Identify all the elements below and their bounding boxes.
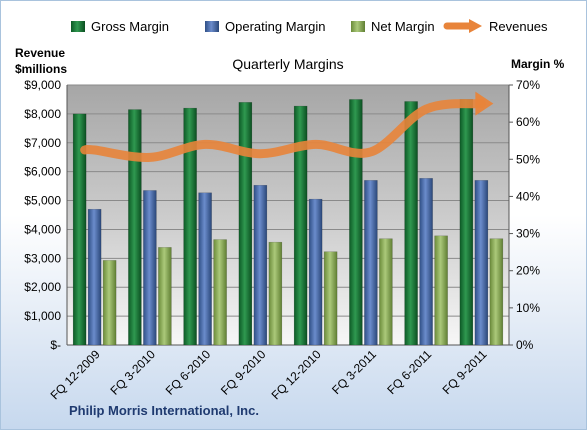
y-right-tick-label: 30% [516, 227, 540, 241]
x-tick-label: FQ 6-2011 [384, 347, 434, 397]
bar-operating-margin [308, 198, 323, 346]
legend-item-revenues: Revenues [443, 19, 548, 34]
footer-company-name: Philip Morris International, Inc. [69, 403, 259, 418]
legend-item-operating-margin: Operating Margin [205, 19, 325, 34]
legend-label-net-margin: Net Margin [371, 19, 435, 34]
y-right-tick-label: 0% [516, 338, 534, 352]
y-left-tick-label: $4,000 [24, 222, 61, 236]
y-left-tick-label: $9,000 [24, 78, 61, 92]
y-left-tick-label: $8,000 [24, 107, 61, 121]
y-left-ticks: $- $1,000 $2,000 $3,000 $4,000 $5,000 $6,000 $7… [24, 78, 61, 352]
y-left-title-line-1: Revenue [15, 46, 65, 60]
chart-title: Quarterly Margins [232, 56, 343, 72]
bar-gross-margin [459, 99, 474, 346]
x-tick-label: FQ 3-2010 [108, 347, 159, 398]
bar-gross-margin [293, 105, 308, 346]
legend-arrow-revenues [469, 19, 482, 33]
x-tick-label: FQ 3-2011 [329, 347, 379, 397]
legend-item-net-margin: Net Margin [351, 19, 435, 34]
bar-gross-margin [183, 107, 197, 346]
bar-operating-margin [474, 180, 489, 346]
y-left-tick-label: $1,000 [24, 309, 61, 323]
bar-net-margin [379, 238, 393, 346]
bar-net-margin [434, 235, 448, 346]
y-right-ticks: 0% 10% 20% 30% 40% 50% 60% 70% [509, 78, 540, 352]
y-left-tick-label: $2,000 [24, 280, 61, 294]
bar-operating-margin [198, 192, 212, 346]
legend-swatch-operating-margin [205, 21, 219, 32]
bars [72, 99, 504, 346]
bar-gross-margin [404, 101, 418, 346]
y-left-tick-label: $3,000 [24, 251, 61, 265]
y-right-tick-label: 60% [516, 115, 540, 129]
x-tick-label: FQ 9-2010 [218, 347, 269, 398]
y-right-tick-label: 70% [516, 78, 540, 92]
x-tick-label: FQ 6-2010 [163, 347, 214, 398]
bar-net-margin [213, 239, 227, 346]
bar-operating-margin [364, 180, 378, 346]
y-right-title: Margin % [511, 57, 565, 71]
legend-label-revenues: Revenues [489, 19, 548, 34]
bar-gross-margin [349, 99, 363, 346]
bar-net-margin [489, 238, 504, 346]
bar-net-margin [158, 247, 172, 346]
revenue-line-layer [80, 91, 494, 162]
legend-swatch-gross-margin [71, 21, 85, 32]
bar-gross-margin [128, 109, 142, 346]
revenues-line [80, 99, 486, 162]
bar-net-margin [102, 260, 117, 346]
y-right-tick-label: 20% [516, 264, 540, 278]
y-left-title-line-2: $millions [15, 62, 67, 76]
y-left-tick-label: $7,000 [24, 136, 61, 150]
bar-operating-margin [419, 178, 433, 346]
y-left-tick-label: $- [50, 338, 61, 352]
bar-operating-margin [87, 208, 102, 346]
y-left-tick-label: $6,000 [24, 165, 61, 179]
x-tick-label: FQ 12-2010 [269, 347, 324, 402]
x-tick-label: FQ 9-2011 [440, 347, 490, 397]
legend-item-gross-margin: Gross Margin [71, 19, 169, 34]
y-left-tick-label: $5,000 [24, 194, 61, 208]
legend-label-gross-margin: Gross Margin [91, 19, 169, 34]
x-ticks: FQ 12-2009 FQ 3-2010 FQ 6-2010 FQ 9-2010 FQ … [48, 347, 490, 402]
x-tick-label: FQ 12-2009 [48, 347, 103, 402]
bar-gross-margin [238, 102, 253, 346]
y-right-tick-label: 50% [516, 152, 540, 166]
bar-operating-margin [143, 190, 157, 346]
revenues-arrowhead [475, 91, 494, 116]
y-right-tick-label: 40% [516, 189, 540, 203]
legend: Gross Margin Operating Margin Net Margin… [71, 19, 548, 34]
y-right-tick-label: 10% [516, 301, 540, 315]
bar-net-margin [268, 241, 283, 346]
bar-gross-margin [72, 113, 87, 346]
legend-label-operating-margin: Operating Margin [225, 19, 325, 34]
bar-operating-margin [253, 184, 268, 346]
bar-net-margin [323, 251, 338, 346]
legend-swatch-net-margin [351, 21, 365, 32]
